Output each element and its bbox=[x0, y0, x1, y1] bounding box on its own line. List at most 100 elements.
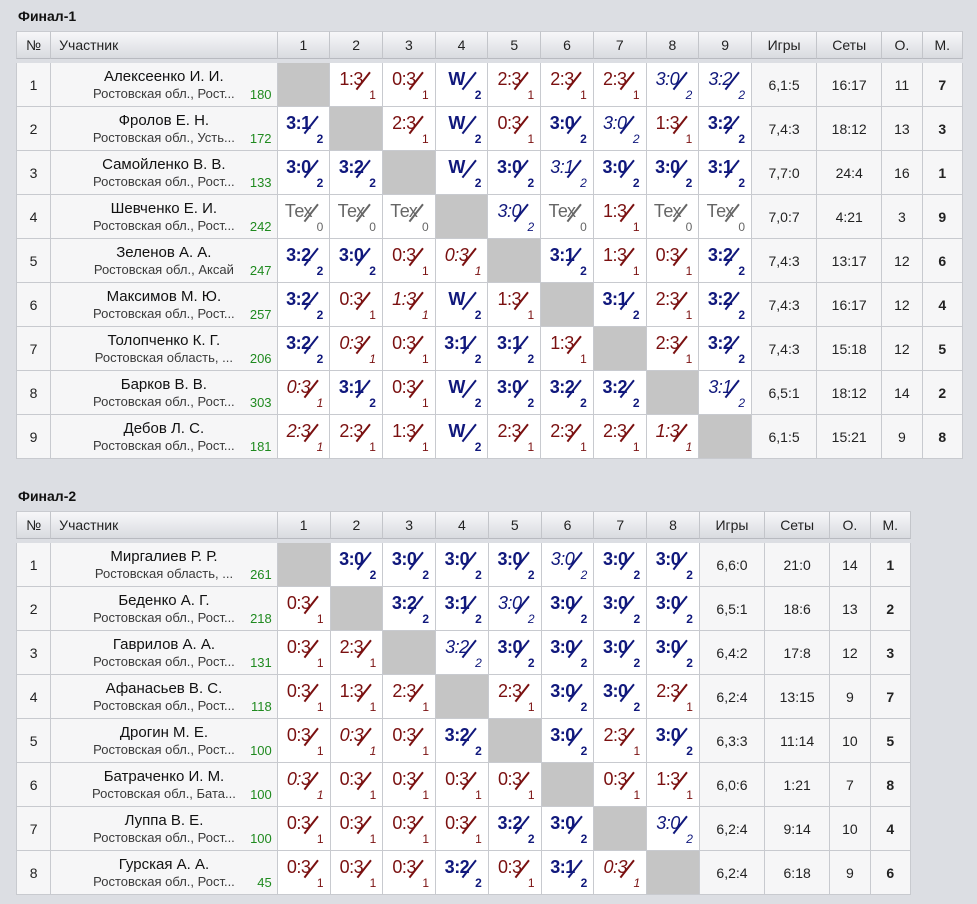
match-result-cell[interactable]: 3:0 2 bbox=[646, 151, 700, 195]
match-result-cell[interactable]: 3:0 2 bbox=[383, 543, 437, 587]
match-result-cell[interactable]: 1:3 1 bbox=[488, 283, 542, 327]
match-result-cell[interactable]: 3:2 2 bbox=[488, 807, 542, 851]
match-result-cell[interactable]: 3:2 2 bbox=[330, 151, 383, 195]
match-result-cell[interactable]: 3:1 2 bbox=[436, 587, 489, 631]
match-result-cell[interactable]: 1:3 1 bbox=[382, 283, 436, 327]
match-result-cell[interactable]: 3:0 2 bbox=[488, 631, 542, 675]
match-result-cell[interactable]: 0:3 1 bbox=[646, 239, 700, 283]
match-result-cell[interactable]: 3:0 2 bbox=[330, 239, 383, 283]
header-opponent-8[interactable]: 8 bbox=[647, 511, 700, 539]
match-result-cell[interactable]: 3:2 2 bbox=[541, 371, 594, 415]
participant-cell[interactable]: Шевченко Е. И. Ростовская обл., Рост... 24… bbox=[51, 195, 278, 239]
match-result-cell[interactable]: 3:1 2 bbox=[435, 327, 489, 371]
participant-name[interactable]: Барков В. В. bbox=[120, 375, 207, 393]
participant-cell[interactable]: Максимов М. Ю. Ростовская обл., Рост... 25… bbox=[51, 283, 278, 327]
match-result-cell[interactable]: 0:3 1 bbox=[436, 763, 489, 807]
header-opponent-4[interactable]: 4 bbox=[435, 31, 489, 59]
match-result-cell[interactable]: Тех 0 bbox=[277, 195, 331, 239]
match-result-cell[interactable]: 3:2 2 bbox=[277, 283, 331, 327]
participant-cell[interactable]: Самойленко В. В. Ростовская обл., Рост...… bbox=[51, 151, 278, 195]
match-result-cell[interactable]: 0:3 1 bbox=[436, 807, 489, 851]
match-result-cell[interactable]: 3:0 2 bbox=[488, 587, 542, 631]
match-result-cell[interactable]: 3:1 2 bbox=[699, 151, 753, 195]
match-result-cell[interactable]: 2:3 1 bbox=[488, 415, 542, 459]
match-result-cell[interactable]: 0:3 1 bbox=[594, 851, 648, 895]
match-result-cell[interactable]: 0:3 1 bbox=[277, 675, 331, 719]
match-result-cell[interactable]: 0:3 1 bbox=[383, 719, 437, 763]
match-result-cell[interactable]: Тех 0 bbox=[646, 195, 700, 239]
match-result-cell[interactable]: 0:3 1 bbox=[330, 327, 383, 371]
header-opponent-5[interactable]: 5 bbox=[488, 31, 542, 59]
match-result-cell[interactable]: 3:0 2 bbox=[594, 631, 648, 675]
header-opponent-2[interactable]: 2 bbox=[330, 511, 384, 539]
match-result-cell[interactable]: 3:0 2 bbox=[593, 151, 647, 195]
match-result-cell[interactable]: 1:3 1 bbox=[593, 239, 647, 283]
match-result-cell[interactable]: 0:3 1 bbox=[330, 851, 384, 895]
participant-cell[interactable]: Зеленов А. А. Ростовская обл., Аксай 247 bbox=[51, 239, 278, 283]
match-result-cell[interactable]: 3:0 2 bbox=[647, 543, 700, 587]
header-sets[interactable]: Сеты bbox=[817, 31, 883, 59]
match-result-cell[interactable]: 3:0 2 bbox=[541, 587, 595, 631]
header-opponent-6[interactable]: 6 bbox=[541, 511, 595, 539]
header-opponent-3[interactable]: 3 bbox=[383, 511, 437, 539]
participant-cell[interactable]: Дрогин М. Е. Ростовская обл., Рост... 100 bbox=[51, 719, 278, 763]
match-result-cell[interactable]: 3:0 2 bbox=[594, 675, 648, 719]
participant-name[interactable]: Миргалиев Р. Р. bbox=[110, 547, 218, 565]
match-result-cell[interactable]: 0:3 1 bbox=[277, 719, 331, 763]
match-result-cell[interactable]: 3:0 2 bbox=[436, 543, 489, 587]
match-result-cell[interactable]: 0:3 1 bbox=[330, 283, 383, 327]
match-result-cell[interactable]: 0:3 1 bbox=[330, 719, 384, 763]
match-result-cell[interactable]: 1:3 1 bbox=[330, 63, 383, 107]
match-result-cell[interactable]: 3:1 2 bbox=[699, 371, 753, 415]
match-result-cell[interactable]: 3:0 2 bbox=[330, 543, 384, 587]
participant-name[interactable]: Максимов М. Ю. bbox=[106, 287, 222, 305]
participant-name[interactable]: Гаврилов А. А. bbox=[112, 635, 216, 653]
match-result-cell[interactable]: 3:2 2 bbox=[699, 283, 753, 327]
match-result-cell[interactable]: 0:3 1 bbox=[277, 371, 331, 415]
match-result-cell[interactable]: 3:0 2 bbox=[541, 719, 595, 763]
header-games[interactable]: Игры bbox=[752, 31, 818, 59]
match-result-cell[interactable]: 0:3 1 bbox=[594, 763, 648, 807]
participant-cell[interactable]: Луппа В. Е. Ростовская обл., Рост... 100 bbox=[51, 807, 278, 851]
match-result-cell[interactable]: 3:0 2 bbox=[594, 587, 648, 631]
participant-name[interactable]: Батраченко И. М. bbox=[103, 767, 225, 785]
match-result-cell[interactable]: 3:0 2 bbox=[488, 195, 542, 239]
match-result-cell[interactable]: 0:3 1 bbox=[382, 371, 436, 415]
match-result-cell[interactable]: 2:3 1 bbox=[647, 675, 700, 719]
header-num[interactable]: № bbox=[16, 511, 52, 539]
match-result-cell[interactable]: 3:0 2 bbox=[541, 107, 594, 151]
match-result-cell[interactable]: 0:3 1 bbox=[330, 807, 384, 851]
participant-name[interactable]: Дрогин М. Е. bbox=[119, 723, 209, 741]
match-result-cell[interactable]: 1:3 1 bbox=[646, 415, 700, 459]
match-result-cell[interactable]: 0:3 1 bbox=[277, 851, 331, 895]
header-opponent-6[interactable]: 6 bbox=[541, 31, 594, 59]
match-result-cell[interactable]: 0:3 1 bbox=[488, 763, 542, 807]
match-result-cell[interactable]: 3:1 2 bbox=[277, 107, 331, 151]
match-result-cell[interactable]: 3:1 2 bbox=[488, 327, 542, 371]
match-result-cell[interactable]: 3:2 2 bbox=[383, 587, 437, 631]
match-result-cell[interactable]: 2:3 1 bbox=[646, 283, 700, 327]
match-result-cell[interactable]: 2:3 1 bbox=[488, 63, 542, 107]
participant-cell[interactable]: Гаврилов А. А. Ростовская обл., Рост... 13… bbox=[51, 631, 278, 675]
match-result-cell[interactable]: 2:3 1 bbox=[330, 415, 383, 459]
match-result-cell[interactable]: Тех 0 bbox=[382, 195, 436, 239]
match-result-cell[interactable]: 2:3 1 bbox=[593, 63, 647, 107]
header-games[interactable]: Игры bbox=[699, 511, 766, 539]
match-result-cell[interactable]: 2:3 1 bbox=[593, 415, 647, 459]
participant-name[interactable]: Фролов Е. Н. bbox=[118, 111, 210, 129]
participant-cell[interactable]: Толопченко К. Г. Ростовская область, ... 2… bbox=[51, 327, 278, 371]
match-result-cell[interactable]: Тех 0 bbox=[330, 195, 383, 239]
match-result-cell[interactable]: 0:3 1 bbox=[488, 107, 542, 151]
match-result-cell[interactable]: 3:2 2 bbox=[436, 631, 489, 675]
match-result-cell[interactable]: 2:3 1 bbox=[541, 415, 594, 459]
match-result-cell[interactable]: 0:3 1 bbox=[277, 763, 331, 807]
participant-name[interactable]: Луппа В. Е. bbox=[124, 811, 204, 829]
participant-name[interactable]: Афанасьев В. С. bbox=[105, 679, 223, 697]
header-points[interactable]: О. bbox=[830, 511, 871, 539]
match-result-cell[interactable]: 3:2 2 bbox=[699, 327, 753, 371]
